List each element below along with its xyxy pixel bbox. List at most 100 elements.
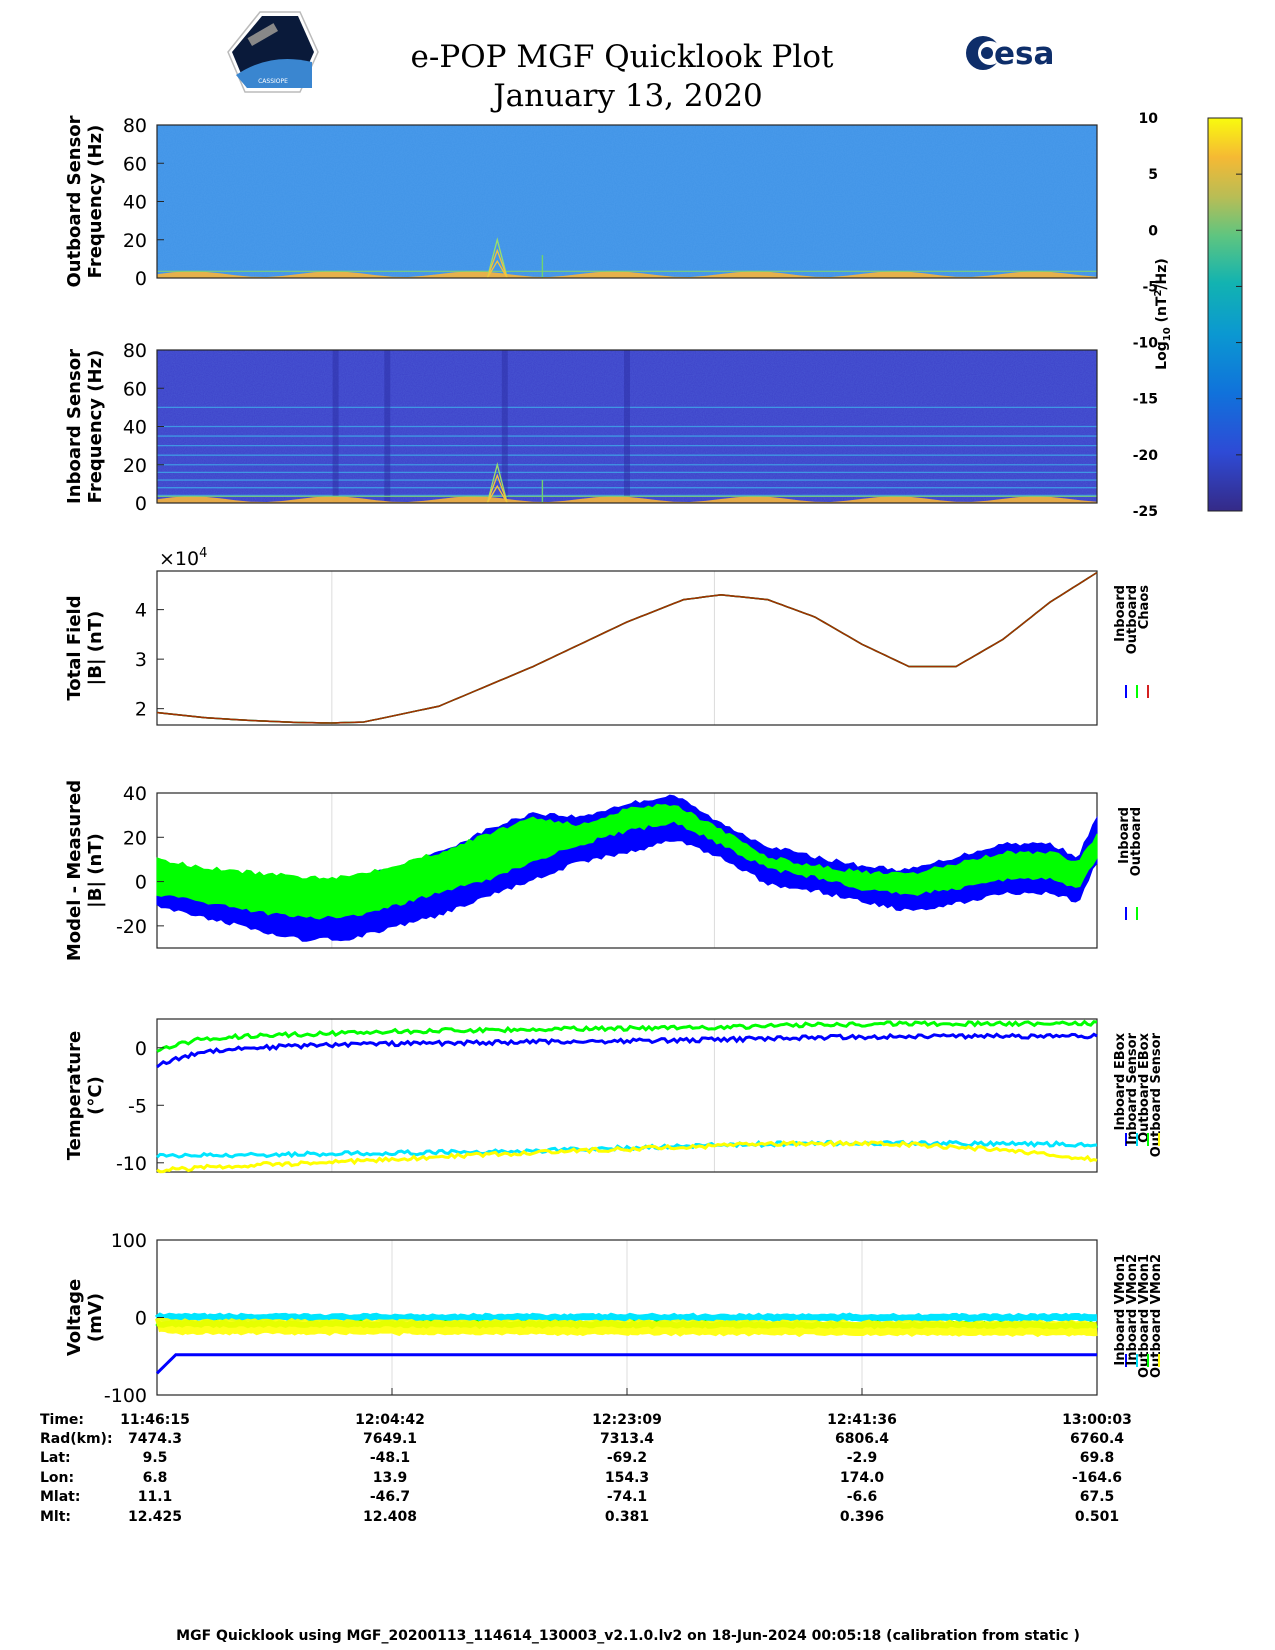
info-cell: 12:41:36 xyxy=(827,1412,897,1428)
y-multiplier-base: ×10 xyxy=(159,548,199,570)
info-cell: 0.381 xyxy=(605,1509,649,1525)
burst-arc xyxy=(486,259,508,279)
y-tick-label: 0 xyxy=(135,872,147,894)
title-line-2: January 13, 2020 xyxy=(490,78,763,114)
y-tick-label: -10 xyxy=(116,1153,147,1175)
spectrogram-panel-inboard: Inboard Sensor Frequency (Hz) 80 60 40 20 0 xyxy=(64,340,1098,515)
info-cell: 11:46:15 xyxy=(120,1412,190,1428)
info-row-label: Mlt: xyxy=(40,1509,71,1525)
info-cell: 13.9 xyxy=(373,1470,408,1486)
colorbar-tick-label: -15 xyxy=(1133,392,1158,408)
info-cell: 67.5 xyxy=(1080,1489,1115,1505)
legend-label: Inboard VMon2 xyxy=(1125,1254,1140,1366)
plot-frame xyxy=(156,570,1098,726)
info-cell: 7474.3 xyxy=(128,1431,182,1447)
colorbar-tick-label: -20 xyxy=(1133,448,1159,464)
y-tick-label: 80 xyxy=(123,115,147,137)
colorbar-tick-label: 10 xyxy=(1139,111,1159,127)
title-line-1: e-POP MGF Quicklook Plot xyxy=(411,39,834,75)
info-cell: 6760.4 xyxy=(1070,1431,1124,1447)
series-band-outboard xyxy=(156,803,1098,920)
y-tick-label: -100 xyxy=(104,1385,147,1407)
series-line-outboard-sensor xyxy=(156,1139,1098,1174)
y-tick-label: 100 xyxy=(111,1230,147,1252)
y-tick-label: 40 xyxy=(123,417,147,439)
y-axis-label-line1: Voltage xyxy=(64,1279,85,1356)
y-tick-label: -20 xyxy=(116,916,147,938)
info-cell: -6.6 xyxy=(847,1489,878,1505)
colorbar-tick-label: 0 xyxy=(1148,223,1158,239)
y-axis-label-line1: Outboard Sensor xyxy=(64,115,85,287)
y-axis-label-line2: (mV) xyxy=(85,1293,106,1342)
info-cell: 12.425 xyxy=(128,1509,182,1525)
info-cell: -164.6 xyxy=(1072,1470,1122,1486)
y-tick-label: -5 xyxy=(128,1095,147,1117)
legend-label: Outboard Sensor xyxy=(1149,1032,1164,1157)
y-tick-label: 0 xyxy=(135,493,147,515)
y-tick-label: 20 xyxy=(123,455,147,477)
burst-arc xyxy=(486,248,508,279)
info-cell: 9.5 xyxy=(143,1450,168,1466)
legend-label: Chaos xyxy=(1137,585,1152,629)
legend-label: Outboard VMon1 xyxy=(1137,1254,1152,1378)
legend-label: Inboard VMon1 xyxy=(1113,1254,1128,1366)
series-line-chaos xyxy=(156,571,1098,724)
info-cell: 13:00:03 xyxy=(1062,1412,1132,1428)
footer-text: MGF Quicklook using MGF_20200113_114614_… xyxy=(176,1628,1080,1644)
info-cell: 69.8 xyxy=(1080,1450,1115,1466)
y-axis-label-line2: |B| (nT) xyxy=(85,611,106,686)
y-tick-label: 40 xyxy=(123,783,147,805)
info-cell: -74.1 xyxy=(607,1489,647,1505)
info-cell: -2.9 xyxy=(847,1450,878,1466)
burst-arc xyxy=(486,237,508,279)
info-cell: 11.1 xyxy=(138,1489,173,1505)
info-cell: 0.501 xyxy=(1075,1509,1119,1525)
y-multiplier: ×104 xyxy=(159,546,207,570)
y-tick-label: 4 xyxy=(135,600,147,622)
dc-band xyxy=(157,271,1097,278)
y-axis-label-line2: (°C) xyxy=(85,1076,106,1115)
model-minus-measured-panel: Model - Measured |B| (nT) 40 20 0 -20 InboardO… xyxy=(64,780,1144,961)
info-cell: 7313.4 xyxy=(600,1431,654,1447)
esa-logo: esa xyxy=(966,36,1054,72)
burst-arc xyxy=(486,484,508,504)
voltage-panel: Voltage (mV) 100 0 -100 Inboard VMon1Inboard … xyxy=(64,1230,1164,1407)
series-line-inboard-vmon1 xyxy=(155,1353,1097,1375)
y-tick-label: 80 xyxy=(123,340,147,362)
legend-label: Inboard EBox xyxy=(1113,1032,1128,1130)
y-axis-label-line2: Frequency (Hz) xyxy=(85,350,106,504)
legend-label: Inboard xyxy=(1113,585,1128,642)
series-line-inboard xyxy=(156,571,1098,724)
y-multiplier-exponent: 4 xyxy=(199,546,207,561)
legend-label: Outboard VMon2 xyxy=(1149,1254,1164,1378)
info-cell: 12:23:09 xyxy=(592,1412,662,1428)
plot-frame xyxy=(156,124,1098,279)
mission-logo: CASSIOPE xyxy=(227,11,319,93)
y-tick-label: 60 xyxy=(123,153,147,175)
y-tick-label: 2 xyxy=(135,699,147,721)
info-cell: 174.0 xyxy=(840,1470,885,1486)
legend-label: Inboard Sensor xyxy=(1125,1032,1140,1144)
info-row-label: Mlat: xyxy=(40,1489,80,1505)
esa-logo-text: esa xyxy=(994,36,1054,72)
series-line-inboard-ebox xyxy=(156,1032,1098,1069)
y-axis-label-line1: Total Field xyxy=(64,595,85,700)
info-row-label: Rad(km): xyxy=(40,1431,113,1447)
info-row-label: Lat: xyxy=(40,1450,71,1466)
y-axis-label-line2: Frequency (Hz) xyxy=(85,125,106,279)
y-axis-label-line1: Model - Measured xyxy=(64,780,85,961)
series-line-outboard-vmon2 xyxy=(154,1317,1098,1338)
colorbar-label: Log10 (nT2/Hz) xyxy=(1153,258,1173,370)
y-tick-label: 0 xyxy=(135,268,147,290)
colorbar: 10 5 0 -5 -10 -15 -20 -25 Log10 (nT2/Hz) xyxy=(1133,111,1243,520)
info-cell: 12.408 xyxy=(363,1509,417,1525)
info-row-label: Lon: xyxy=(40,1470,74,1486)
y-tick-label: 40 xyxy=(123,192,147,214)
y-tick-label: 20 xyxy=(123,827,147,849)
series-line-inboard-vmon2 xyxy=(154,1312,1098,1323)
info-cell: 6.8 xyxy=(143,1470,168,1486)
plot-frame xyxy=(156,349,1098,504)
info-cell: 12:04:42 xyxy=(355,1412,425,1428)
y-tick-label: 60 xyxy=(123,378,147,400)
